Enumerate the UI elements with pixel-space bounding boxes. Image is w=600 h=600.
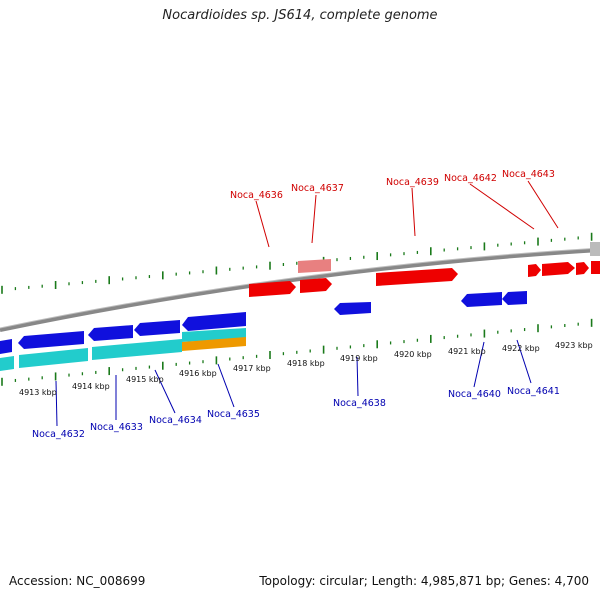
- genome-backbone: [0, 248, 600, 332]
- scale-label: 4922 kbp: [502, 344, 540, 353]
- gene-noca-4638[interactable]: [334, 302, 371, 315]
- gene-noca-4634[interactable]: [134, 320, 180, 336]
- gene-label-noca-4637[interactable]: Noca_4637: [291, 183, 344, 194]
- scale-label: 4920 kbp: [394, 350, 432, 359]
- gene-label-noca-4639[interactable]: Noca_4639: [386, 177, 439, 188]
- gene-label-noca-4642[interactable]: Noca_4642: [444, 173, 497, 184]
- cds-features: [0, 328, 246, 371]
- gene-noca-4635[interactable]: [182, 312, 246, 331]
- scale-label: 4923 kbp: [555, 341, 593, 350]
- reverse-strand-genes: [0, 291, 527, 354]
- gene-noca-4637-pseudo[interactable]: [298, 259, 331, 273]
- leader-noca-4643: [527, 180, 559, 229]
- cds-feature-2[interactable]: [19, 348, 88, 368]
- leader-noca-4634: [154, 369, 176, 414]
- gene-label-noca-4634[interactable]: Noca_4634: [149, 415, 202, 426]
- gene-noca-4643-b[interactable]: [591, 261, 600, 274]
- scale-label: 4918 kbp: [287, 359, 325, 368]
- scale-label: 4917 kbp: [233, 364, 271, 373]
- gene-noca-4636[interactable]: [249, 281, 296, 297]
- gene-label-noca-4641[interactable]: Noca_4641: [507, 386, 560, 397]
- gene-label-noca-4633[interactable]: Noca_4633: [90, 422, 143, 433]
- genome-backbone-highlight: [0, 247, 600, 329]
- gene-label-noca-4643[interactable]: Noca_4643: [502, 169, 555, 180]
- genome-summary: Topology: circular; Length: 4,985,871 bp…: [259, 574, 589, 588]
- cds-feature-1[interactable]: [0, 356, 14, 371]
- leader-noca-4639: [411, 187, 416, 237]
- scale-label: 4915 kbp: [126, 375, 164, 384]
- gene-label-noca-4635[interactable]: Noca_4635: [207, 409, 260, 420]
- gene-noca-4637[interactable]: [300, 278, 332, 293]
- gene-noca-4641[interactable]: [502, 291, 527, 305]
- gene-label-noca-4640[interactable]: Noca_4640: [448, 389, 501, 400]
- leader-lines: [55, 180, 559, 427]
- gene-noca-4639[interactable]: [376, 268, 458, 286]
- gene-noca-4640[interactable]: [461, 292, 502, 307]
- top-gene-labels: Noca_4636 Noca_4637 Noca_4639 Noca_4642 …: [230, 169, 555, 201]
- forward-strand-genes: [249, 242, 600, 297]
- leader-noca-4638: [356, 356, 359, 397]
- scale-label: 4913 kbp: [19, 388, 57, 397]
- cds-feature-5[interactable]: [182, 337, 246, 351]
- gene-label-noca-4638[interactable]: Noca_4638: [333, 398, 386, 409]
- leader-noca-4635: [217, 363, 235, 408]
- scale-label: 4921 kbp: [448, 347, 486, 356]
- scale-labels: 4913 kbp 4914 kbp 4915 kbp 4916 kbp 4917…: [19, 341, 593, 397]
- gene-noca-4631[interactable]: [0, 339, 12, 354]
- leader-noca-4632: [55, 380, 58, 427]
- gene-label-noca-4632[interactable]: Noca_4632: [32, 429, 85, 440]
- scale-label: 4919 kbp: [340, 354, 378, 363]
- leader-noca-4641: [516, 339, 532, 384]
- gene-noca-4643-a[interactable]: [576, 262, 589, 275]
- outer-tick-row: [1, 232, 593, 294]
- leader-noca-4637: [311, 194, 317, 244]
- map-title: Nocardioides sp. JS614, complete genome: [162, 8, 438, 23]
- gene-unassigned[interactable]: [590, 242, 600, 256]
- leader-noca-4640: [473, 341, 485, 388]
- bottom-gene-labels: Noca_4632 Noca_4633 Noca_4634 Noca_4635 …: [32, 386, 560, 440]
- gene-noca-4642-a[interactable]: [528, 264, 541, 277]
- gene-noca-4642-b[interactable]: [542, 262, 575, 276]
- leader-noca-4636: [255, 200, 270, 248]
- cds-feature-3[interactable]: [92, 339, 182, 360]
- scale-label: 4916 kbp: [179, 369, 217, 378]
- gene-label-noca-4636[interactable]: Noca_4636: [230, 190, 283, 201]
- gene-noca-4632[interactable]: [18, 331, 84, 349]
- leader-noca-4642: [469, 183, 535, 230]
- accession-label: Accession: NC_008699: [9, 574, 146, 588]
- scale-label: 4914 kbp: [72, 382, 110, 391]
- gene-noca-4633[interactable]: [88, 325, 133, 341]
- inner-tick-row: [1, 318, 593, 386]
